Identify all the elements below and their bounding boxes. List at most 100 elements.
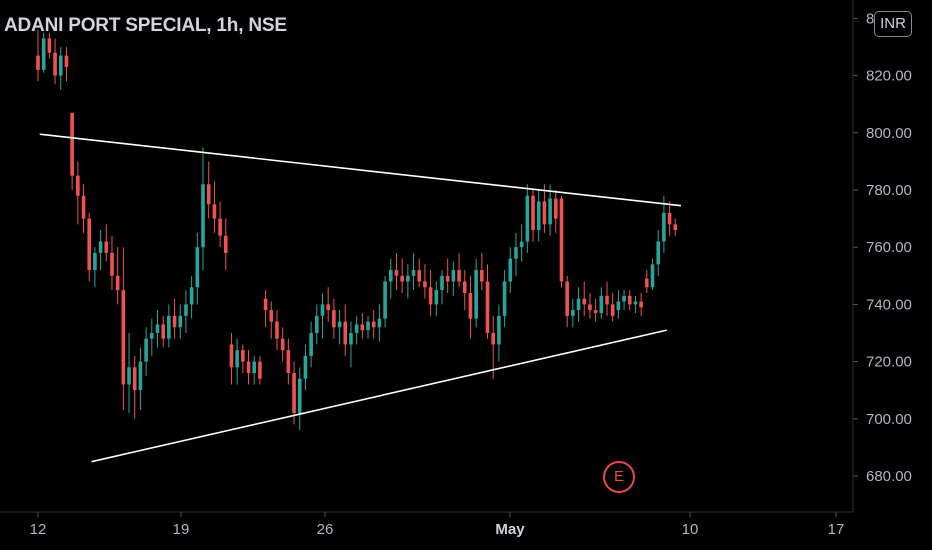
candle-body (514, 247, 518, 259)
candle-body (599, 295, 604, 313)
candle (457, 252, 461, 288)
candle (87, 212, 92, 282)
candle (349, 321, 353, 368)
candle (502, 270, 507, 328)
candle-body (58, 55, 63, 76)
candle-body (87, 218, 92, 271)
candle (531, 190, 535, 242)
candle-body (337, 321, 342, 328)
candle-body (394, 270, 399, 276)
x-tick-label: 26 (317, 521, 334, 538)
interval-label[interactable]: 1h (216, 15, 239, 36)
title-separator: , (206, 15, 217, 36)
candle (189, 275, 194, 319)
candle (184, 290, 188, 333)
candle (121, 247, 126, 411)
candle (667, 201, 672, 236)
candle-body (41, 38, 46, 70)
candle-body (559, 198, 564, 282)
candle-body (445, 275, 450, 282)
candle (167, 304, 171, 348)
candle-body (184, 304, 188, 316)
candle (337, 310, 342, 345)
x-tick-label: 17 (828, 521, 845, 538)
candle-body (593, 310, 598, 313)
candle (662, 195, 666, 253)
y-tick-label: 800.00 (866, 125, 912, 142)
candle (394, 252, 399, 291)
candle (525, 184, 530, 253)
candle-body (423, 281, 427, 288)
symbol-name: ADANI PORT SPECIAL (4, 15, 207, 36)
candle-body (36, 55, 40, 70)
candle-body (645, 278, 649, 288)
trendlines-layer[interactable] (39, 133, 682, 463)
candle-body (480, 270, 484, 282)
trendline-upper[interactable] (39, 133, 682, 207)
x-tick-label: 19 (173, 521, 190, 538)
candle (553, 190, 558, 233)
candle-body (531, 195, 535, 231)
candle (354, 315, 359, 345)
earnings-marker[interactable]: E (603, 461, 635, 493)
candle (639, 292, 643, 316)
candle-body (167, 315, 171, 339)
candle-body (366, 321, 370, 331)
candle-body (246, 361, 251, 374)
exchange-label: NSE (248, 15, 287, 36)
candle (616, 290, 621, 319)
candle-body (150, 333, 154, 339)
candle-body (548, 198, 552, 225)
candle (223, 218, 228, 271)
candle (622, 290, 626, 311)
candle-body (275, 321, 279, 339)
candle (155, 310, 160, 348)
trendline-lower[interactable] (91, 329, 667, 463)
candle-body (47, 38, 52, 53)
candle-body (565, 281, 569, 316)
candle-body (155, 324, 160, 333)
candle (218, 201, 222, 248)
candle (36, 29, 40, 82)
candle (201, 147, 205, 271)
candle (297, 367, 302, 431)
candle-body (576, 298, 581, 311)
candle-body (297, 378, 302, 414)
candle-body (53, 52, 57, 76)
candle-body (161, 324, 165, 339)
price-scale[interactable]: 680.00 700.00 720.00 740.00 760.00 780.00 800.… (853, 10, 912, 485)
candle-body (451, 270, 456, 282)
time-scale[interactable]: 12 19 26 May 10 17 (30, 512, 845, 538)
candle-body (571, 310, 575, 316)
candle-body (189, 287, 194, 305)
candle-body (132, 367, 137, 391)
candle-body (93, 252, 97, 271)
candle-body (388, 270, 393, 282)
candle (206, 161, 211, 219)
candle (178, 304, 183, 339)
candle (212, 181, 217, 233)
candle (161, 315, 165, 348)
candle (241, 344, 245, 374)
candle (366, 315, 370, 339)
candle (445, 258, 450, 293)
candle (406, 264, 410, 299)
candle (645, 270, 649, 293)
candle-body (667, 212, 672, 225)
x-tick-label: 12 (30, 521, 47, 538)
candle-body (235, 350, 239, 368)
candle (286, 338, 291, 385)
candle (292, 361, 296, 425)
symbol-title[interactable]: ADANI PORT SPECIAL, 1h, NSE (4, 15, 287, 37)
candle-body (309, 333, 313, 356)
candle-body (303, 355, 308, 379)
candle-body (434, 290, 439, 305)
candle-body (610, 304, 615, 316)
currency-badge[interactable]: INR (874, 11, 912, 37)
candle-body (616, 301, 621, 311)
candle-body (76, 175, 80, 196)
candle (275, 310, 279, 351)
candle-body (212, 204, 217, 219)
candle-body (485, 281, 490, 333)
